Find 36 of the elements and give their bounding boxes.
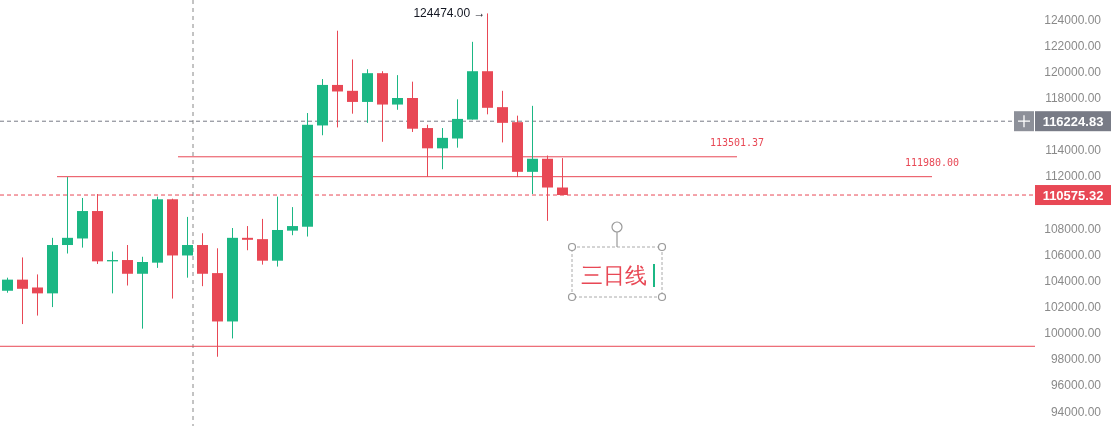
candlestick — [392, 74, 403, 111]
candlestick — [347, 58, 358, 115]
candlestick — [242, 225, 253, 251]
y-tick-label: 102000.00 — [1044, 300, 1102, 315]
candlestick — [257, 218, 268, 266]
candlestick — [527, 105, 538, 195]
y-tick-label: 112000.00 — [1045, 169, 1102, 184]
y-tick-label: 108000.00 — [1044, 221, 1102, 236]
y-tick-label: 118000.00 — [1045, 91, 1102, 106]
y-tick-label: 106000.00 — [1044, 247, 1102, 262]
ref-line-label: 116224.83 — [1042, 114, 1104, 130]
ref-line-label: 113501.37 — [709, 136, 765, 148]
candlestick — [62, 176, 73, 255]
y-tick-label: 100000.00 — [1044, 326, 1102, 341]
annotation: 124474.00 → — [413, 6, 486, 21]
candlestick — [332, 30, 343, 128]
ref-line-label: 110575.32 — [1042, 188, 1104, 204]
y-tick-label: 98000.00 — [1050, 352, 1102, 367]
y-tick-label: 94000.00 — [1050, 404, 1102, 419]
y-tick-label: 96000.00 — [1050, 378, 1102, 393]
candlestick — [437, 127, 448, 170]
candlestick — [452, 98, 463, 149]
candlestick — [182, 216, 193, 279]
candlestick — [497, 90, 508, 143]
y-tick-label: 114000.00 — [1045, 143, 1102, 158]
candlestick — [287, 206, 298, 236]
candlestick — [137, 256, 148, 330]
annotation: 三日线 — [581, 263, 647, 288]
candlestick — [122, 244, 133, 287]
y-tick-label: 122000.00 — [1044, 38, 1102, 53]
candlestick — [32, 273, 43, 317]
candlestick — [17, 256, 28, 325]
y-tick-label: 120000.00 — [1044, 64, 1102, 79]
ref-line-label: 111980.00 — [904, 156, 960, 168]
y-tick-label: 124000.00 — [1044, 12, 1102, 27]
y-tick-label: 104000.00 — [1044, 273, 1102, 288]
